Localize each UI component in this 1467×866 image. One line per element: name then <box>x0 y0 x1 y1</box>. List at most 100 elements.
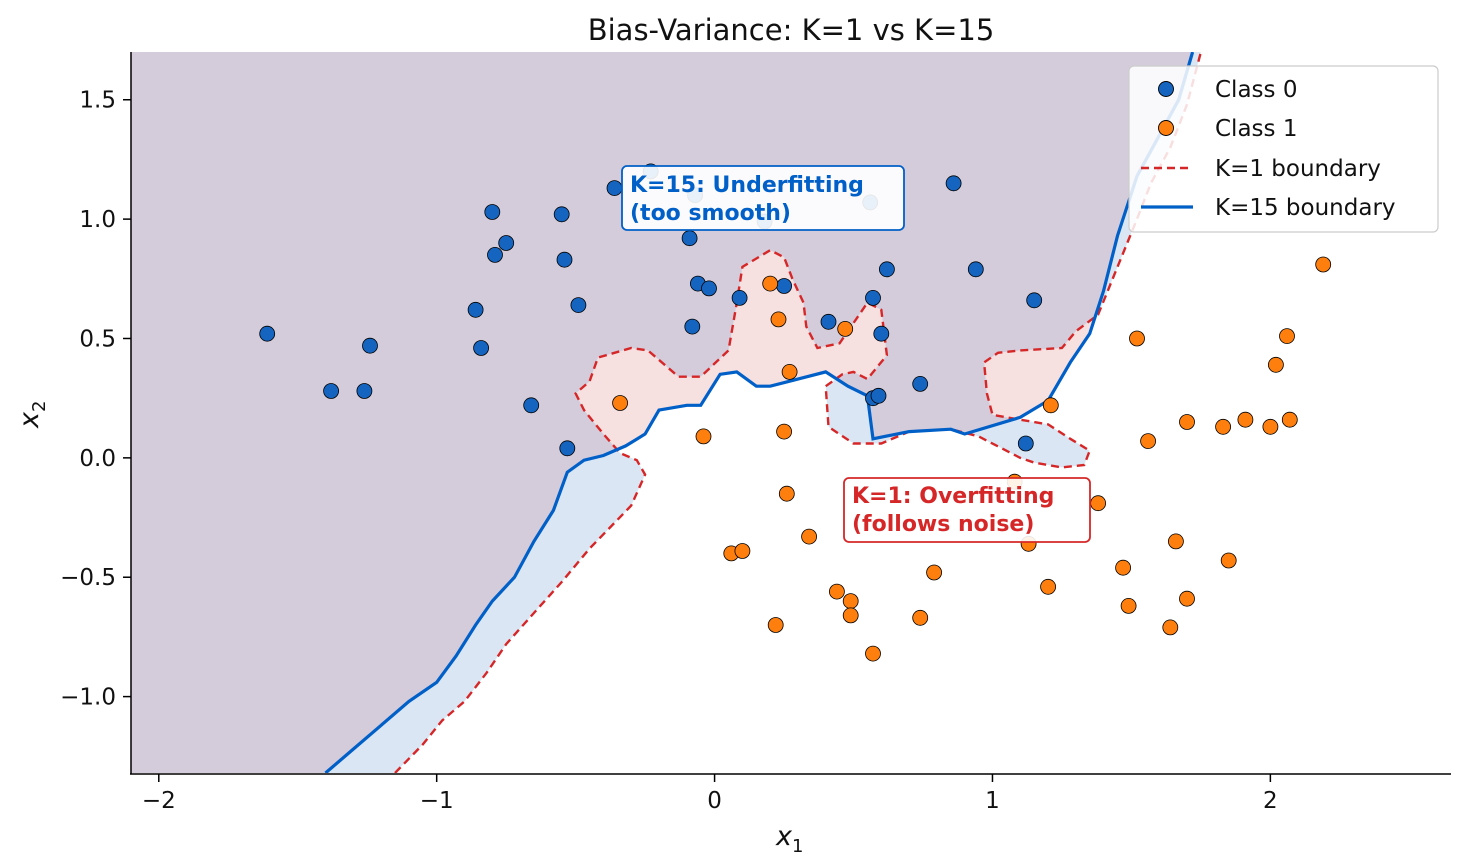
y-tick-label: 1.5 <box>79 88 116 114</box>
class1-point <box>1162 619 1179 636</box>
class0-point <box>473 340 490 356</box>
class0-point <box>570 297 587 314</box>
annotation-k15: K=15: Underfitting (too smooth) <box>621 165 905 231</box>
class1-point <box>1168 533 1184 550</box>
class0-point <box>879 261 895 278</box>
annotation-k15-box <box>621 165 905 231</box>
class1-point <box>1115 559 1131 576</box>
y-tick-label: 0.5 <box>79 326 116 352</box>
k1-boundary-line <box>394 52 1203 773</box>
y-tick-label: −0.5 <box>60 565 116 591</box>
class1-point <box>926 564 942 581</box>
class0-point <box>362 337 378 354</box>
class0-point <box>523 397 540 414</box>
class1-point <box>865 645 881 662</box>
x-tick-label: −2 <box>142 788 176 814</box>
class0-point <box>967 261 984 278</box>
annotation-k15-line1: K=15: Underfitting <box>630 173 864 198</box>
k15-boundary-line <box>324 52 1195 773</box>
class1-point <box>1262 418 1279 435</box>
class0-point <box>820 313 837 330</box>
class0-point <box>559 440 576 457</box>
chart-title: Bias-Variance: K=1 vs K=15 <box>588 13 995 47</box>
class1-point <box>801 528 817 545</box>
class1-point <box>695 428 712 445</box>
y-axis-label-sub: 2 <box>29 401 50 412</box>
class1-point <box>1090 495 1106 512</box>
legend: Class 0 Class 1 K=1 boundary K=15 bounda… <box>1128 65 1439 233</box>
class1-point <box>1140 433 1156 450</box>
x-axis-label-sub: 1 <box>792 836 803 857</box>
class1-point <box>778 485 795 502</box>
class1-point <box>1281 411 1298 428</box>
legend-class0-marker <box>1158 81 1174 97</box>
class0-point <box>701 280 717 297</box>
y-axis-label: x2 <box>14 401 50 429</box>
class1-point <box>776 423 792 440</box>
class1-point <box>1220 552 1237 569</box>
x-tick-label: 2 <box>1263 788 1278 814</box>
class1-point <box>781 363 798 380</box>
x-tick-label: 1 <box>985 788 1000 814</box>
class1-point <box>837 320 854 337</box>
class0-point <box>912 375 929 392</box>
legend-frame <box>1128 65 1439 233</box>
class0-point <box>945 175 962 192</box>
class1-point <box>762 275 779 292</box>
class0-point <box>731 289 748 306</box>
class0-point <box>356 383 373 399</box>
x-axis-ticks: −2 −1 0 1 2 <box>142 774 1278 814</box>
class0-point <box>498 235 515 251</box>
class0-point <box>323 383 340 399</box>
x-axis-label-main: x <box>775 821 793 852</box>
y-axis-label-main: x <box>14 411 45 429</box>
y-axis-ticks: −1.0 −0.5 0.0 0.5 1.0 1.5 <box>60 88 131 711</box>
class1-point <box>770 311 787 328</box>
class0-point <box>487 246 503 263</box>
class1-point <box>1179 414 1195 430</box>
class0-point <box>873 325 890 342</box>
annotation-k1: K=1: Overfitting (follows noise) <box>843 477 1091 543</box>
class0-point <box>1026 292 1043 309</box>
legend-class1-label: Class 1 <box>1215 116 1297 142</box>
class1-point <box>1179 590 1195 607</box>
class1-point <box>1268 356 1284 373</box>
class1-point <box>1237 411 1254 428</box>
annotation-k1-line1: K=1: Overfitting <box>852 484 1054 509</box>
annotation-k15-line2: (too smooth) <box>630 201 791 226</box>
legend-class0-label: Class 0 <box>1215 77 1297 103</box>
x-tick-label: 0 <box>707 788 722 814</box>
class0-point <box>553 206 570 223</box>
legend-k15-label: K=15 boundary <box>1215 195 1396 221</box>
class1-point <box>612 395 628 411</box>
x-axis-label: x1 <box>775 821 803 857</box>
class1-point <box>1042 397 1059 414</box>
class1-point <box>1279 328 1295 345</box>
class0-point <box>681 230 698 247</box>
y-tick-label: −1.0 <box>60 685 116 711</box>
class0-point <box>259 325 276 342</box>
annotation-k1-line2: (follows noise) <box>852 512 1034 537</box>
class1-point <box>1215 418 1231 435</box>
class0-point <box>606 180 623 197</box>
class0-point <box>1017 435 1034 452</box>
class1-point <box>1040 578 1056 595</box>
y-tick-label: 0.0 <box>79 446 116 472</box>
class1-point <box>734 543 751 559</box>
x-tick-label: −1 <box>420 788 454 814</box>
class0-point <box>684 318 701 335</box>
class0-point <box>776 278 792 294</box>
class0-point <box>556 251 573 268</box>
class0-point <box>865 289 881 306</box>
class0-point <box>870 387 887 404</box>
class1-point <box>767 617 784 633</box>
legend-k1-label: K=1 boundary <box>1215 156 1381 182</box>
class1-point <box>1120 598 1137 614</box>
class1-point <box>1315 256 1332 273</box>
class1-point <box>912 609 929 626</box>
annotation-k1-box <box>843 477 1091 543</box>
class1-point <box>829 583 845 600</box>
class1-point <box>842 593 859 609</box>
y-tick-label: 1.0 <box>79 207 116 233</box>
